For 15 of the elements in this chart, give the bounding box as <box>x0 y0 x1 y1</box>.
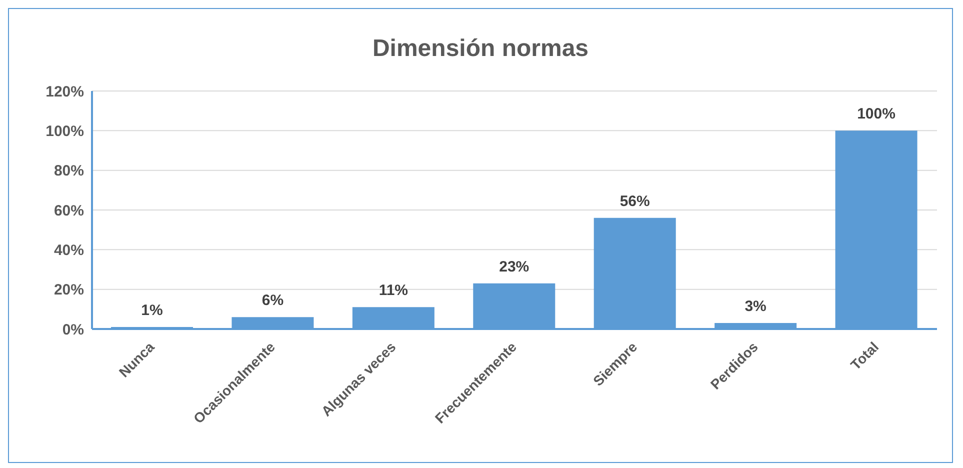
y-tick-label: 100% <box>46 122 84 140</box>
y-tick-label: 40% <box>54 242 84 259</box>
y-tick-label: 80% <box>54 162 84 180</box>
data-label: 1% <box>141 302 163 320</box>
y-tick-label: 120% <box>46 83 84 100</box>
data-label: 6% <box>262 292 284 310</box>
y-tick-label: 60% <box>54 202 84 220</box>
data-label: 56% <box>620 192 650 210</box>
y-tick-label: 20% <box>54 282 84 299</box>
data-label: 23% <box>499 258 530 276</box>
data-label: 11% <box>378 282 408 300</box>
chart-title: Dimensión normas <box>371 34 590 64</box>
data-label: 3% <box>744 298 766 316</box>
y-tick-label: 0% <box>62 321 84 338</box>
data-label: 100% <box>857 106 896 123</box>
